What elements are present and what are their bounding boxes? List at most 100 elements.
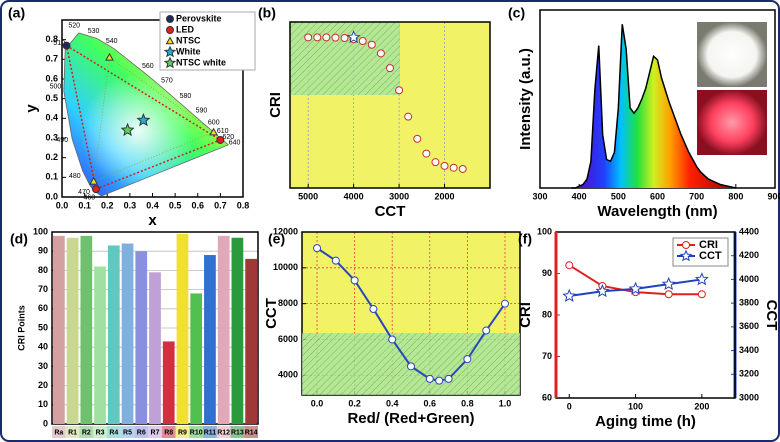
category-cell [189,426,204,438]
bar [217,235,230,424]
y-tick-label: 0.0 [45,191,58,201]
locus-label: 590 [196,108,208,115]
x-tick-label: 0.5 [169,200,182,210]
y-tick-label: 0.8 [45,34,58,44]
y-axis-label: Intensity (a.u.) [517,48,534,150]
plot-frame [289,21,491,189]
marker [166,26,174,34]
x-tick-label: 2000 [435,191,455,201]
legend-label: CRI [699,239,718,251]
marker [166,15,174,23]
bar [162,341,175,424]
locus-label: 480 [69,173,81,180]
x-tick-label: 900 [767,191,780,201]
category-cell [175,426,190,438]
category-cell [79,426,94,438]
y-tick-label: 6000 [278,334,298,344]
marker [565,261,574,270]
x-tick-label: R4 [109,429,118,436]
category-cell [120,426,135,438]
x-tick-label: 0.7 [214,200,227,210]
y-tick-label: 90 [38,246,48,256]
marker [435,376,444,385]
x-tick-label: 1.0 [499,398,512,408]
marker [340,33,349,42]
y-tick-label: 4000 [278,370,298,380]
category-cell [161,426,176,438]
bar [66,237,79,424]
panel-label: (b) [258,5,276,21]
x-tick-label: 5000 [298,191,318,201]
bar [245,258,257,424]
y-tick-label: 0.6 [45,73,58,83]
spectrum-fill [571,24,736,188]
x-tick-label: R13 [231,429,244,436]
y-tick-label: 0.4 [45,113,58,123]
category-cell [148,426,162,438]
category-cell [65,426,80,438]
x-axis-label: Red/ (Red+Green) [347,410,474,427]
legend-label: Perovskite [176,13,222,23]
x-tick-label: 800 [728,191,743,201]
x-tick-label: 500 [611,191,626,201]
y2-tick-label: 4200 [739,250,759,260]
panel-label: (a) [8,5,25,21]
x-tick-label: 0 [567,401,572,411]
x-tick-label: 0.2 [348,398,361,408]
category-cell [134,426,149,438]
y-axis-label: y [23,104,40,113]
x-tick-label: 300 [532,191,547,201]
inset-photo-white [697,22,767,87]
marker [562,288,577,302]
legend-label: NTSC white [176,57,226,67]
y2-tick-label: 3200 [739,369,759,379]
marker [376,49,385,58]
x-tick-label: R6 [137,429,146,436]
locus-label: 510 [53,40,65,47]
panel-label: (e) [268,231,285,247]
marker [136,112,151,127]
locus-label: 500 [50,84,62,91]
marker [661,276,676,291]
marker [165,36,175,45]
y2-tick-label: 3400 [739,345,759,355]
y2-tick-label: 3000 [739,392,759,402]
marker [694,272,709,286]
locus-label: 560 [142,63,154,70]
bar [94,266,106,424]
x-tick-label: R10 [190,429,203,436]
spectrum-line [571,24,736,189]
x-tick-label: R12 [217,429,230,436]
bar [231,237,244,424]
x-tick-label: 700 [689,191,704,201]
y-tick-label: 70 [542,351,552,361]
y-tick-label: 80 [542,309,552,319]
legend-label: White [176,46,201,56]
category-cell [216,426,231,438]
x-tick-label: 0.1 [78,200,91,210]
x-tick-label: 0.8 [237,200,250,210]
locus-label: 470 [78,189,90,196]
marker [449,163,458,172]
marker [350,276,359,285]
marker [425,374,434,383]
y-tick-label: 0.2 [45,152,58,162]
marker [679,249,693,262]
category-cell [93,426,107,438]
y-tick-label: 100 [33,226,48,236]
bar [190,293,203,424]
marker [458,164,467,173]
marker [91,185,100,194]
x-axis-label: Wavelength (nm) [597,203,717,220]
y-tick-label: 0.3 [45,132,58,142]
x-tick-label: 0.6 [424,398,437,408]
marker [304,33,313,42]
marker [62,41,71,50]
y-tick-label: 10000 [273,262,298,272]
locus-label: 610 [217,128,229,135]
legend-label: LED [176,24,195,34]
panel-label: (f) [518,231,532,247]
x-tick-label: 3000 [389,191,409,201]
marker [346,30,361,44]
locus-label: 460 [83,195,95,202]
